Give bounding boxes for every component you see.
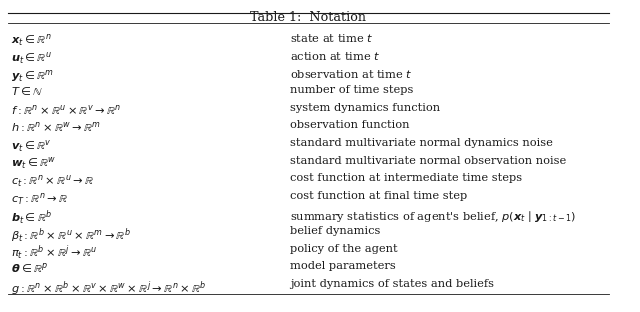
Text: $\boldsymbol{v}_t \in \mathbb{R}^v$: $\boldsymbol{v}_t \in \mathbb{R}^v$ (11, 138, 51, 154)
Text: action at time $t$: action at time $t$ (290, 50, 380, 62)
Text: $c_T : \mathbb{R}^n \to \mathbb{R}$: $c_T : \mathbb{R}^n \to \mathbb{R}$ (11, 191, 68, 207)
Text: $\boldsymbol{x}_t \in \mathbb{R}^n$: $\boldsymbol{x}_t \in \mathbb{R}^n$ (11, 32, 51, 48)
Text: $T \in \mathbb{N}$: $T \in \mathbb{N}$ (11, 85, 42, 97)
Text: state at time $t$: state at time $t$ (290, 32, 373, 44)
Text: standard multivariate normal dynamics noise: standard multivariate normal dynamics no… (290, 138, 553, 148)
Text: $g : \mathbb{R}^n \times \mathbb{R}^b \times \mathbb{R}^v \times \mathbb{R}^w \t: $g : \mathbb{R}^n \times \mathbb{R}^b \t… (11, 279, 206, 298)
Text: cost function at final time step: cost function at final time step (290, 191, 467, 201)
Text: system dynamics function: system dynamics function (290, 103, 440, 113)
Text: $\boldsymbol{y}_t \in \mathbb{R}^m$: $\boldsymbol{y}_t \in \mathbb{R}^m$ (11, 68, 54, 84)
Text: $\boldsymbol{w}_t \in \mathbb{R}^w$: $\boldsymbol{w}_t \in \mathbb{R}^w$ (11, 156, 56, 172)
Text: $\boldsymbol{\theta} \in \mathbb{R}^p$: $\boldsymbol{\theta} \in \mathbb{R}^p$ (11, 261, 48, 275)
Text: $c_t : \mathbb{R}^n \times \mathbb{R}^u \to \mathbb{R}$: $c_t : \mathbb{R}^n \times \mathbb{R}^u … (11, 173, 94, 189)
Text: standard multivariate normal observation noise: standard multivariate normal observation… (290, 156, 566, 166)
Text: cost function at intermediate time steps: cost function at intermediate time steps (290, 173, 522, 183)
Text: model parameters: model parameters (290, 261, 396, 271)
Text: observation at time $t$: observation at time $t$ (290, 68, 412, 80)
Text: $\boldsymbol{b}_t \in \mathbb{R}^b$: $\boldsymbol{b}_t \in \mathbb{R}^b$ (11, 208, 52, 227)
Text: summary statistics of agent's belief, $p(\boldsymbol{x}_t \mid \boldsymbol{y}_{1: summary statistics of agent's belief, $p… (290, 208, 576, 224)
Text: joint dynamics of states and beliefs: joint dynamics of states and beliefs (290, 279, 494, 289)
Text: $\boldsymbol{u}_t \in \mathbb{R}^u$: $\boldsymbol{u}_t \in \mathbb{R}^u$ (11, 50, 52, 66)
Text: $\pi_t : \mathbb{R}^b \times \mathbb{R}^j \to \mathbb{R}^u$: $\pi_t : \mathbb{R}^b \times \mathbb{R}^… (11, 244, 97, 262)
Text: Table 1:  Notation: Table 1: Notation (250, 11, 366, 24)
Text: number of time steps: number of time steps (290, 85, 413, 95)
Text: $\beta_t : \mathbb{R}^b \times \mathbb{R}^u \times \mathbb{R}^m \to \mathbb{R}^b: $\beta_t : \mathbb{R}^b \times \mathbb{R… (11, 226, 131, 245)
Text: policy of the agent: policy of the agent (290, 244, 397, 254)
Text: $f : \mathbb{R}^n \times \mathbb{R}^u \times \mathbb{R}^v \to \mathbb{R}^n$: $f : \mathbb{R}^n \times \mathbb{R}^u \t… (11, 103, 121, 117)
Text: belief dynamics: belief dynamics (290, 226, 380, 236)
Text: $h : \mathbb{R}^n \times \mathbb{R}^w \to \mathbb{R}^m$: $h : \mathbb{R}^n \times \mathbb{R}^w \t… (11, 120, 100, 134)
Text: observation function: observation function (290, 120, 410, 130)
